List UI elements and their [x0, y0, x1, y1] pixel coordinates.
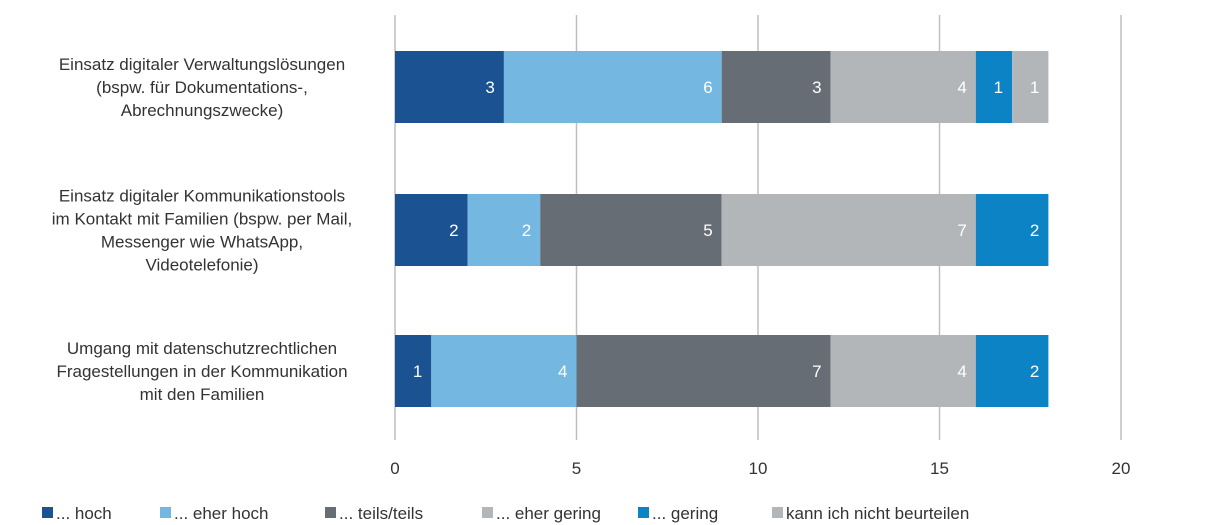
category-label-line: Fragestellungen in der Kommunikation: [56, 362, 347, 381]
data-label: 1: [413, 362, 422, 381]
bar-segment: [431, 335, 577, 407]
category-label-line: Einsatz digitaler Verwaltungslösungen: [59, 55, 345, 74]
legend-item: ... gering: [638, 504, 718, 523]
data-label: 2: [1030, 362, 1039, 381]
bar-segment: [576, 335, 831, 407]
category-label-line: Abrechnungszwecke): [121, 101, 284, 120]
data-label: 4: [558, 362, 567, 381]
x-tick-label: 0: [390, 459, 399, 478]
x-tick-label: 20: [1112, 459, 1131, 478]
legend-item: ... teils/teils: [325, 504, 423, 523]
data-label: 7: [957, 221, 966, 240]
legend-swatch: [638, 507, 649, 518]
data-label: 6: [703, 78, 712, 97]
bar-segment: [467, 194, 541, 266]
bar-segment: [721, 51, 831, 123]
data-label: 4: [957, 362, 966, 381]
legend-label: ... teils/teils: [339, 504, 423, 523]
data-label: 2: [522, 221, 531, 240]
category-label: Einsatz digitaler Kommunikationstools im …: [52, 187, 352, 275]
bar-segment: [1012, 51, 1049, 123]
bar-segment: [721, 194, 976, 266]
legend-label: ... eher hoch: [174, 504, 269, 523]
legend-swatch: [325, 507, 336, 518]
legend-label: ... eher gering: [496, 504, 601, 523]
category-label-line: mit den Familien: [140, 385, 265, 404]
category-label-line: Messenger wie WhatsApp,: [101, 233, 303, 252]
legend-label: ... gering: [652, 504, 718, 523]
legend-item: kann ich nicht beurteilen: [772, 504, 969, 523]
data-label: 7: [812, 362, 821, 381]
legend-swatch: [772, 507, 783, 518]
data-label: 3: [485, 78, 494, 97]
bars: 3 6 3 4 1 1 2 2 5 7 2 1 4 7 4 2: [395, 51, 1049, 407]
legend-label: ... hoch: [56, 504, 112, 523]
bar-segment: [395, 51, 504, 123]
legend-item: ... hoch: [42, 504, 112, 523]
legend-item: ... eher gering: [482, 504, 601, 523]
bar-segment: [540, 194, 722, 266]
category-label-line: im Kontakt mit Familien (bspw. per Mail,: [52, 210, 352, 229]
data-label: 1: [1030, 78, 1039, 97]
bar-segment: [395, 335, 432, 407]
data-label: 1: [994, 78, 1003, 97]
category-label: Umgang mit datenschutzrechtlichen Fragest…: [56, 339, 347, 404]
bar-segment: [975, 51, 1013, 123]
legend: ... hoch ... eher hoch ... teils/teils ... …: [42, 504, 969, 523]
bar-segment: [975, 194, 1049, 266]
legend-swatch: [160, 507, 171, 518]
category-labels: Einsatz digitaler Verwaltungslösungen (bs…: [52, 55, 352, 404]
bar-segment: [830, 51, 976, 123]
category-label-line: Einsatz digitaler Kommunikationstools: [59, 187, 345, 206]
x-tick-label: 10: [749, 459, 768, 478]
bar-segment: [975, 335, 1049, 407]
x-tick-label: 5: [572, 459, 581, 478]
legend-swatch: [482, 507, 493, 518]
category-label-line: Videotelefonie): [145, 256, 258, 275]
bar-segment: [503, 51, 722, 123]
data-label: 3: [812, 78, 821, 97]
category-label: Einsatz digitaler Verwaltungslösungen (bs…: [59, 55, 345, 120]
legend-item: ... eher hoch: [160, 504, 269, 523]
bar-segment: [830, 335, 976, 407]
category-label-line: Umgang mit datenschutzrechtlichen: [67, 339, 337, 358]
bar-segment: [395, 194, 468, 266]
legend-label: kann ich nicht beurteilen: [786, 504, 969, 523]
data-label: 2: [1030, 221, 1039, 240]
category-label-line: (bspw. für Dokumentations-,: [96, 78, 308, 97]
data-label: 2: [449, 221, 458, 240]
legend-swatch: [42, 507, 53, 518]
x-axis-ticks: 0 5 10 15 20: [390, 459, 1130, 478]
data-label: 4: [957, 78, 966, 97]
data-label: 5: [703, 221, 712, 240]
x-tick-label: 15: [930, 459, 949, 478]
